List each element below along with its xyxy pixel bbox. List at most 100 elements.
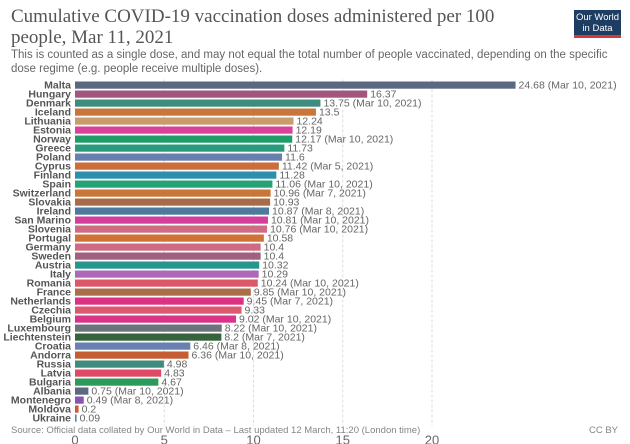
bar-greece[interactable] <box>75 144 285 152</box>
chart-subtitle: This is counted as a single dose, and ma… <box>11 49 608 75</box>
country-label[interactable]: Moldova <box>28 403 71 415</box>
bar-hungary[interactable] <box>75 90 368 98</box>
country-label[interactable]: Ukraine <box>32 412 71 424</box>
bar-montenegro[interactable] <box>75 396 84 404</box>
bar-andorra[interactable] <box>75 351 189 359</box>
country-label[interactable]: Russia <box>37 358 72 370</box>
country-label[interactable]: Latvia <box>41 367 72 379</box>
bar-netherlands[interactable] <box>75 297 244 305</box>
bar-estonia[interactable] <box>75 126 293 134</box>
bar-luxembourg[interactable] <box>75 324 222 332</box>
value-label: 13.5 <box>319 106 340 118</box>
value-label: 13.75 (Mar 10, 2021) <box>323 97 421 109</box>
country-label[interactable]: Bulgaria <box>29 376 71 388</box>
value-label: 0.09 <box>80 412 101 424</box>
value-label: 10.4 <box>264 241 285 253</box>
bar-slovakia[interactable] <box>75 198 271 206</box>
country-label[interactable]: Andorra <box>30 349 71 361</box>
country-label[interactable]: Czechia <box>31 304 71 316</box>
value-label: 0.75 (Mar 10, 2021) <box>91 385 183 397</box>
bar-denmark[interactable] <box>75 99 321 107</box>
country-label[interactable]: Estonia <box>33 124 71 136</box>
country-label[interactable]: Montenegro <box>11 394 71 406</box>
bar-norway[interactable] <box>75 135 293 143</box>
country-label[interactable]: Slovenia <box>28 223 71 235</box>
value-label: 11.6 <box>285 151 305 163</box>
country-label[interactable]: Greece <box>35 142 71 154</box>
bar-san-marino[interactable] <box>75 216 268 224</box>
bar-ukraine[interactable] <box>75 414 77 422</box>
owid-logo[interactable]: Our World in Data <box>574 10 621 38</box>
country-label[interactable]: Albania <box>33 385 71 397</box>
bar-sweden[interactable] <box>75 252 261 260</box>
country-label[interactable]: Spain <box>42 178 71 190</box>
country-label[interactable]: Luxembourg <box>7 322 71 334</box>
bar-albania[interactable] <box>75 387 89 395</box>
bar-ireland[interactable] <box>75 207 270 215</box>
bar-malta[interactable] <box>75 81 516 89</box>
country-label[interactable]: Italy <box>50 268 71 280</box>
value-label: 9.45 (Mar 7, 2021) <box>247 295 333 307</box>
country-label[interactable]: Croatia <box>35 340 71 352</box>
country-label[interactable]: Poland <box>36 151 71 163</box>
country-label[interactable]: Malta <box>44 79 71 91</box>
bar-latvia[interactable] <box>75 369 162 377</box>
bar-russia[interactable] <box>75 360 164 368</box>
bar-germany[interactable] <box>75 243 261 251</box>
country-label[interactable]: Austria <box>35 259 71 271</box>
bar-croatia[interactable] <box>75 342 191 350</box>
bar-austria[interactable] <box>75 261 260 269</box>
bar-bulgaria[interactable] <box>75 378 159 386</box>
country-label[interactable]: Denmark <box>26 97 71 109</box>
value-label: 11.42 (Mar 5, 2021) <box>282 160 373 172</box>
bar-moldova[interactable] <box>75 405 79 413</box>
country-label[interactable]: Iceland <box>35 106 71 118</box>
country-label[interactable]: Netherlands <box>10 295 71 307</box>
country-label[interactable]: France <box>37 286 72 298</box>
country-label[interactable]: Lithuania <box>24 115 71 127</box>
value-label: 11.73 <box>287 142 313 154</box>
value-label: 4.67 <box>161 376 182 388</box>
value-label: 4.98 <box>167 358 188 370</box>
bar-belgium[interactable] <box>75 315 237 323</box>
bar-czechia[interactable] <box>75 306 242 314</box>
bar-romania[interactable] <box>75 279 258 287</box>
bar-poland[interactable] <box>75 153 283 161</box>
bar-finland[interactable] <box>75 171 277 179</box>
country-label[interactable]: Slovakia <box>28 196 71 208</box>
country-label[interactable]: Romania <box>27 277 72 289</box>
value-label: 10.4 <box>264 250 285 262</box>
license-link[interactable]: CC BY <box>588 425 618 436</box>
value-label: 8.22 (Mar 10, 2021) <box>225 322 317 334</box>
value-label: 9.02 (Mar 10, 2021) <box>239 313 331 325</box>
bar-switzerland[interactable] <box>75 189 271 197</box>
x-tick-label: 5 <box>161 433 168 444</box>
country-label[interactable]: Cyprus <box>35 160 71 172</box>
bar-spain[interactable] <box>75 180 273 188</box>
bar-liechtenstein[interactable] <box>75 333 222 341</box>
bar-italy[interactable] <box>75 270 259 278</box>
country-label[interactable]: Norway <box>33 133 71 145</box>
country-label[interactable]: Finland <box>34 169 71 181</box>
bars-group <box>75 81 516 422</box>
country-label[interactable]: Sweden <box>31 250 71 262</box>
country-label[interactable]: San Marino <box>14 214 71 226</box>
country-label[interactable]: Ireland <box>37 205 71 217</box>
country-label[interactable]: Hungary <box>28 88 71 100</box>
value-label: 10.29 <box>262 268 288 280</box>
bar-iceland[interactable] <box>75 108 316 116</box>
country-label[interactable]: Switzerland <box>13 187 71 199</box>
country-label[interactable]: Germany <box>25 241 71 253</box>
bar-portugal[interactable] <box>75 234 264 242</box>
value-label: 10.58 <box>267 232 293 244</box>
value-label: 11.28 <box>279 169 305 181</box>
bar-cyprus[interactable] <box>75 162 279 170</box>
bar-lithuania[interactable] <box>75 117 294 125</box>
country-label[interactable]: Liechtenstein <box>3 331 71 343</box>
country-label[interactable]: Portugal <box>28 232 71 244</box>
logo-line-2: in Data <box>582 22 613 34</box>
bar-france[interactable] <box>75 288 251 296</box>
country-label[interactable]: Belgium <box>30 313 71 325</box>
bar-slovenia[interactable] <box>75 225 268 233</box>
